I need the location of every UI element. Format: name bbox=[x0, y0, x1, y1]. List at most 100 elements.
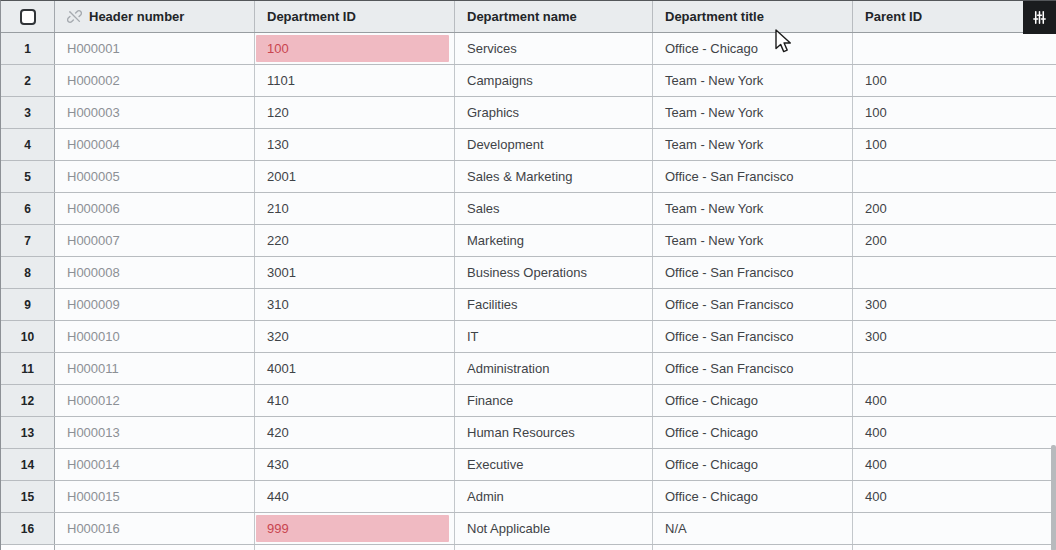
department-id-cell[interactable]: 999 bbox=[255, 513, 455, 544]
column-settings-button[interactable] bbox=[1023, 1, 1056, 34]
department-id-cell[interactable]: 100 bbox=[255, 33, 455, 64]
header-number-cell[interactable]: H000015 bbox=[55, 481, 255, 512]
row-number[interactable]: 6 bbox=[1, 193, 55, 224]
header-number-cell[interactable]: H000011 bbox=[55, 353, 255, 384]
header-number-cell[interactable]: H000009 bbox=[55, 289, 255, 320]
row-number[interactable]: 15 bbox=[1, 481, 55, 512]
row-number[interactable]: 3 bbox=[1, 97, 55, 128]
department-id-cell[interactable]: 220 bbox=[255, 225, 455, 256]
department-id-cell[interactable]: 320 bbox=[255, 321, 455, 352]
row-number[interactable]: 9 bbox=[1, 289, 55, 320]
department-title-cell[interactable]: Team - New York bbox=[653, 65, 853, 96]
column-header-header-number[interactable]: Header number bbox=[55, 1, 255, 32]
header-number-cell[interactable]: H000004 bbox=[55, 129, 255, 160]
row-number[interactable]: 11 bbox=[1, 353, 55, 384]
column-header-department-id[interactable]: Department ID bbox=[255, 1, 455, 32]
department-id-cell[interactable]: 420 bbox=[255, 417, 455, 448]
department-id-cell[interactable]: 120 bbox=[255, 97, 455, 128]
department-name-cell[interactable]: Not Applicable bbox=[455, 513, 653, 544]
department-id-cell[interactable]: 310 bbox=[255, 289, 455, 320]
parent-id-cell[interactable]: 400 bbox=[853, 481, 1056, 512]
department-id-cell[interactable]: 130 bbox=[255, 129, 455, 160]
department-name-cell[interactable]: Graphics bbox=[455, 97, 653, 128]
parent-id-cell[interactable]: 400 bbox=[853, 449, 1056, 480]
department-name-cell[interactable]: Facilities bbox=[455, 289, 653, 320]
row-number[interactable]: 10 bbox=[1, 321, 55, 352]
department-name-cell[interactable]: Marketing bbox=[455, 225, 653, 256]
department-title-cell[interactable]: Team - New York bbox=[653, 129, 853, 160]
row-number[interactable]: 1 bbox=[1, 33, 55, 64]
department-name-cell[interactable]: Sales & Marketing bbox=[455, 161, 653, 192]
parent-id-cell[interactable] bbox=[853, 33, 1056, 64]
department-title-cell[interactable]: Office - San Francisco bbox=[653, 257, 853, 288]
vertical-scrollbar-thumb[interactable] bbox=[1051, 445, 1056, 550]
department-name-cell[interactable]: Business Operations bbox=[455, 257, 653, 288]
row-number[interactable]: 4 bbox=[1, 129, 55, 160]
department-id-cell[interactable]: 210 bbox=[255, 193, 455, 224]
header-number-cell[interactable]: H000007 bbox=[55, 225, 255, 256]
column-header-department-title[interactable]: Department title bbox=[653, 1, 853, 32]
department-title-cell[interactable]: Office - Chicago bbox=[653, 385, 853, 416]
department-name-cell[interactable]: IT bbox=[455, 321, 653, 352]
department-name-cell[interactable]: Human Resources bbox=[455, 417, 653, 448]
department-title-cell[interactable]: Office - San Francisco bbox=[653, 353, 853, 384]
department-title-cell[interactable]: Team - New York bbox=[653, 193, 853, 224]
row-number[interactable]: 5 bbox=[1, 161, 55, 192]
row-number[interactable]: 7 bbox=[1, 225, 55, 256]
department-title-cell[interactable]: N/A bbox=[653, 513, 853, 544]
header-number-cell[interactable]: H000014 bbox=[55, 449, 255, 480]
parent-id-cell[interactable]: 400 bbox=[853, 417, 1056, 448]
department-name-cell[interactable]: Executive bbox=[455, 449, 653, 480]
parent-id-cell[interactable] bbox=[853, 513, 1056, 544]
department-id-cell[interactable]: 430 bbox=[255, 449, 455, 480]
department-title-cell[interactable]: Office - San Francisco bbox=[653, 161, 853, 192]
parent-id-cell[interactable]: 100 bbox=[853, 65, 1056, 96]
department-name-cell[interactable]: Admin bbox=[455, 481, 653, 512]
parent-id-cell[interactable]: 400 bbox=[853, 385, 1056, 416]
header-number-cell[interactable]: H000013 bbox=[55, 417, 255, 448]
header-number-cell[interactable]: H000008 bbox=[55, 257, 255, 288]
department-name-cell[interactable]: Services bbox=[455, 33, 653, 64]
header-number-cell[interactable]: H000006 bbox=[55, 193, 255, 224]
select-all-checkbox[interactable] bbox=[20, 9, 36, 25]
parent-id-cell[interactable]: 200 bbox=[853, 193, 1056, 224]
header-number-cell[interactable]: H000016 bbox=[55, 513, 255, 544]
header-number-cell[interactable]: H000001 bbox=[55, 33, 255, 64]
parent-id-cell[interactable] bbox=[853, 257, 1056, 288]
department-id-cell[interactable]: 4001 bbox=[255, 353, 455, 384]
department-title-cell[interactable]: Office - San Francisco bbox=[653, 321, 853, 352]
parent-id-cell[interactable] bbox=[853, 353, 1056, 384]
department-title-cell[interactable]: Office - Chicago bbox=[653, 481, 853, 512]
row-number[interactable]: 8 bbox=[1, 257, 55, 288]
header-number-cell[interactable]: H000005 bbox=[55, 161, 255, 192]
parent-id-cell[interactable]: 100 bbox=[853, 97, 1056, 128]
department-name-cell[interactable]: Development bbox=[455, 129, 653, 160]
department-id-cell[interactable]: 3001 bbox=[255, 257, 455, 288]
row-number[interactable]: 14 bbox=[1, 449, 55, 480]
parent-id-cell[interactable] bbox=[853, 161, 1056, 192]
department-title-cell[interactable]: Office - San Francisco bbox=[653, 289, 853, 320]
parent-id-cell[interactable]: 300 bbox=[853, 289, 1056, 320]
department-title-cell[interactable]: Team - New York bbox=[653, 225, 853, 256]
department-name-cell[interactable]: Sales bbox=[455, 193, 653, 224]
department-title-cell[interactable]: Office - Chicago bbox=[653, 449, 853, 480]
department-title-cell[interactable]: Team - New York bbox=[653, 97, 853, 128]
department-name-cell[interactable]: Administration bbox=[455, 353, 653, 384]
department-title-cell[interactable]: Office - Chicago bbox=[653, 33, 853, 64]
parent-id-cell[interactable]: 300 bbox=[853, 321, 1056, 352]
header-number-cell[interactable]: H000012 bbox=[55, 385, 255, 416]
parent-id-cell[interactable]: 200 bbox=[853, 225, 1056, 256]
row-number[interactable]: 13 bbox=[1, 417, 55, 448]
row-number[interactable]: 16 bbox=[1, 513, 55, 544]
department-id-cell[interactable]: 2001 bbox=[255, 161, 455, 192]
department-id-cell[interactable]: 410 bbox=[255, 385, 455, 416]
row-number[interactable]: 12 bbox=[1, 385, 55, 416]
department-name-cell[interactable]: Campaigns bbox=[455, 65, 653, 96]
department-name-cell[interactable]: Finance bbox=[455, 385, 653, 416]
column-header-department-name[interactable]: Department name bbox=[455, 1, 653, 32]
row-number[interactable]: 2 bbox=[1, 65, 55, 96]
header-number-cell[interactable]: H000002 bbox=[55, 65, 255, 96]
department-id-cell[interactable]: 440 bbox=[255, 481, 455, 512]
department-id-cell[interactable]: 1101 bbox=[255, 65, 455, 96]
header-number-cell[interactable]: H000003 bbox=[55, 97, 255, 128]
